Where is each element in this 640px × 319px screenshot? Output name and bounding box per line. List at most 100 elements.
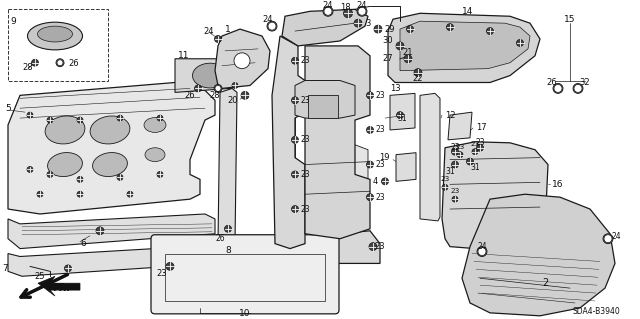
Polygon shape (448, 112, 472, 140)
Text: 15: 15 (564, 15, 576, 24)
Text: 30: 30 (382, 36, 393, 46)
Circle shape (268, 22, 276, 30)
Text: 26: 26 (216, 234, 225, 243)
Circle shape (477, 247, 487, 256)
Circle shape (96, 227, 104, 235)
Text: 23: 23 (375, 193, 385, 202)
Text: 20: 20 (227, 96, 238, 105)
Text: FR.: FR. (52, 283, 70, 293)
Text: 23: 23 (374, 242, 385, 251)
Circle shape (56, 59, 64, 67)
Text: 23: 23 (300, 96, 310, 105)
Circle shape (47, 172, 53, 177)
Circle shape (127, 191, 133, 197)
Circle shape (604, 235, 612, 243)
Polygon shape (175, 59, 248, 93)
Text: 23: 23 (300, 204, 310, 213)
Circle shape (225, 225, 232, 232)
Ellipse shape (90, 116, 130, 144)
Circle shape (397, 112, 403, 119)
Text: 9: 9 (10, 17, 16, 26)
Text: 26: 26 (68, 59, 79, 68)
Circle shape (467, 158, 474, 165)
Circle shape (31, 59, 38, 66)
Circle shape (381, 178, 388, 185)
Text: 22: 22 (413, 74, 423, 83)
Polygon shape (218, 88, 237, 247)
Text: 5: 5 (5, 104, 11, 113)
Text: 26: 26 (547, 78, 557, 87)
Circle shape (291, 57, 298, 64)
Polygon shape (388, 13, 540, 83)
Circle shape (214, 35, 221, 42)
Text: 31: 31 (445, 167, 455, 176)
Text: 6: 6 (80, 239, 86, 248)
Circle shape (291, 97, 298, 104)
Text: 23: 23 (157, 269, 167, 278)
Circle shape (166, 263, 174, 270)
Polygon shape (8, 246, 215, 276)
Ellipse shape (47, 152, 83, 176)
Text: 23: 23 (375, 160, 385, 169)
Text: 23: 23 (300, 135, 310, 144)
Circle shape (57, 60, 63, 66)
Text: 24: 24 (612, 232, 621, 241)
Polygon shape (462, 194, 615, 316)
Circle shape (291, 137, 298, 143)
Circle shape (358, 7, 366, 15)
Circle shape (37, 191, 43, 197)
Circle shape (554, 85, 562, 93)
Text: 16: 16 (552, 180, 563, 189)
Text: 24: 24 (477, 242, 487, 251)
Circle shape (241, 91, 249, 99)
Circle shape (77, 117, 83, 123)
Polygon shape (396, 153, 416, 182)
Text: 23: 23 (475, 138, 485, 147)
Circle shape (472, 149, 478, 155)
Circle shape (157, 115, 163, 121)
Circle shape (367, 194, 374, 201)
Bar (8, 9, 108, 80)
Circle shape (195, 85, 202, 92)
Circle shape (451, 161, 458, 168)
Ellipse shape (93, 152, 127, 176)
Polygon shape (285, 90, 295, 239)
Polygon shape (308, 145, 368, 231)
Circle shape (27, 112, 33, 118)
Ellipse shape (144, 118, 166, 132)
Circle shape (447, 24, 454, 31)
Text: 23: 23 (300, 170, 310, 179)
Circle shape (291, 171, 298, 178)
Polygon shape (38, 276, 80, 296)
Text: 3: 3 (365, 19, 371, 28)
Circle shape (404, 55, 412, 63)
Ellipse shape (193, 63, 227, 88)
Text: 28: 28 (210, 91, 220, 100)
Circle shape (414, 69, 422, 77)
Polygon shape (442, 142, 548, 250)
Polygon shape (305, 46, 370, 239)
Circle shape (117, 174, 123, 180)
Circle shape (574, 85, 582, 93)
Circle shape (77, 176, 83, 182)
Text: 14: 14 (462, 7, 474, 16)
Circle shape (374, 25, 382, 33)
Ellipse shape (28, 22, 83, 50)
Circle shape (357, 6, 367, 16)
Ellipse shape (38, 26, 72, 42)
Text: 1: 1 (225, 25, 231, 33)
Circle shape (573, 84, 583, 93)
Text: 25: 25 (35, 272, 45, 281)
Circle shape (451, 148, 458, 155)
Circle shape (442, 184, 448, 190)
Text: 19: 19 (380, 153, 390, 162)
Circle shape (367, 127, 374, 133)
Circle shape (603, 234, 613, 244)
Circle shape (27, 167, 33, 173)
Text: 23: 23 (456, 144, 465, 150)
Circle shape (117, 115, 123, 121)
Circle shape (214, 85, 222, 93)
Polygon shape (8, 83, 215, 214)
Text: 11: 11 (178, 51, 189, 60)
Circle shape (324, 7, 332, 15)
